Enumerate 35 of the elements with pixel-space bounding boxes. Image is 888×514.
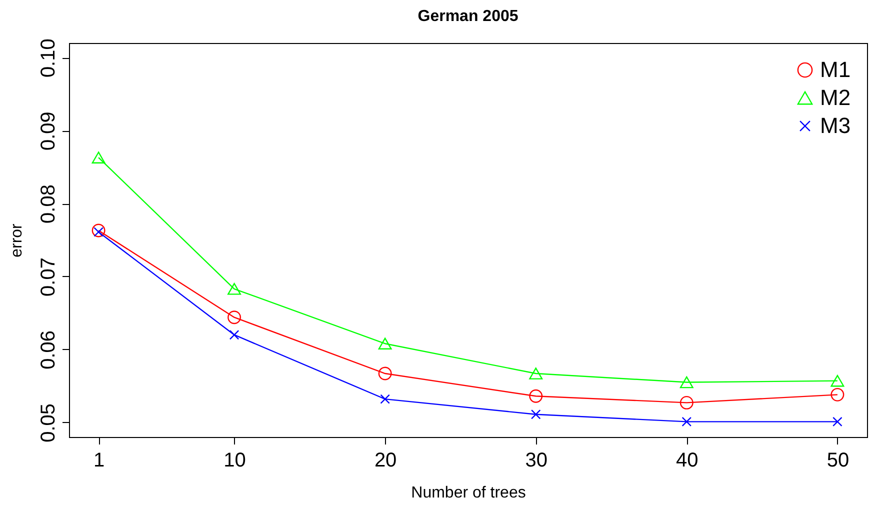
point (92, 224, 106, 238)
x-axis-title: Number of trees (411, 484, 526, 502)
point (529, 368, 543, 380)
y-tick-label: 0.06 (38, 330, 60, 370)
point (228, 310, 241, 324)
y-tick-label: 0.05 (38, 403, 60, 442)
point (682, 416, 692, 427)
point (380, 394, 390, 404)
point (680, 376, 694, 388)
x-tick-label: 1 (93, 450, 105, 472)
point (529, 389, 543, 403)
point (228, 282, 241, 295)
point (830, 388, 844, 402)
point (378, 366, 392, 380)
x-tick-label: 10 (224, 450, 246, 472)
point (832, 416, 842, 427)
point (229, 330, 240, 340)
y-tick-label: 0.09 (38, 112, 60, 151)
x-tick-label: 20 (374, 450, 397, 472)
y-tick-label: 0.07 (38, 258, 60, 296)
point (92, 152, 106, 164)
point (830, 374, 844, 387)
point (680, 396, 694, 410)
legend-label: M2 (820, 85, 851, 110)
point (378, 338, 392, 350)
x-tick-label: 50 (826, 450, 850, 472)
y-axis-title: error (8, 222, 26, 258)
point (530, 409, 541, 420)
legend-label: M1 (820, 57, 851, 82)
legend-label: M3 (820, 113, 851, 138)
chart-title: German 2005 (418, 8, 518, 26)
x-tick-label: 30 (525, 450, 548, 472)
x-tick-label: 40 (676, 450, 698, 472)
y-tick-label: 0.08 (38, 184, 60, 224)
y-tick-label: 0.10 (38, 38, 60, 78)
